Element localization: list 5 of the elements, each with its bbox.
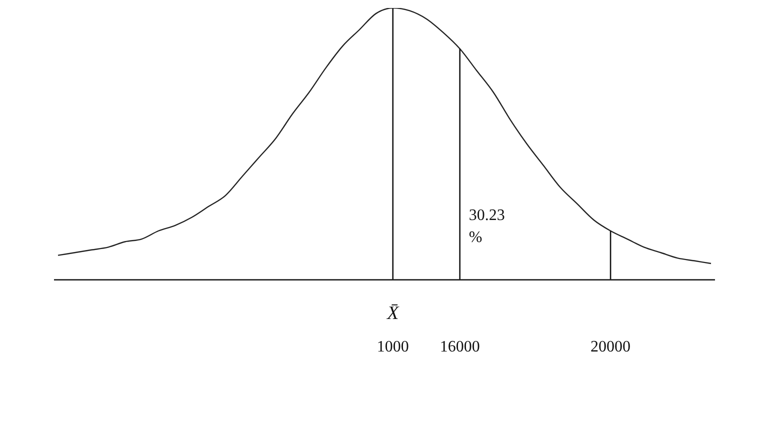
x-axis-title: X̄ — [386, 302, 400, 324]
x-tick-label: 20000 — [590, 338, 631, 356]
x-tick-label: 1000 — [376, 338, 409, 356]
annotation: 30.23 % — [468, 207, 505, 246]
x-tick-label: 16000 — [440, 338, 480, 356]
